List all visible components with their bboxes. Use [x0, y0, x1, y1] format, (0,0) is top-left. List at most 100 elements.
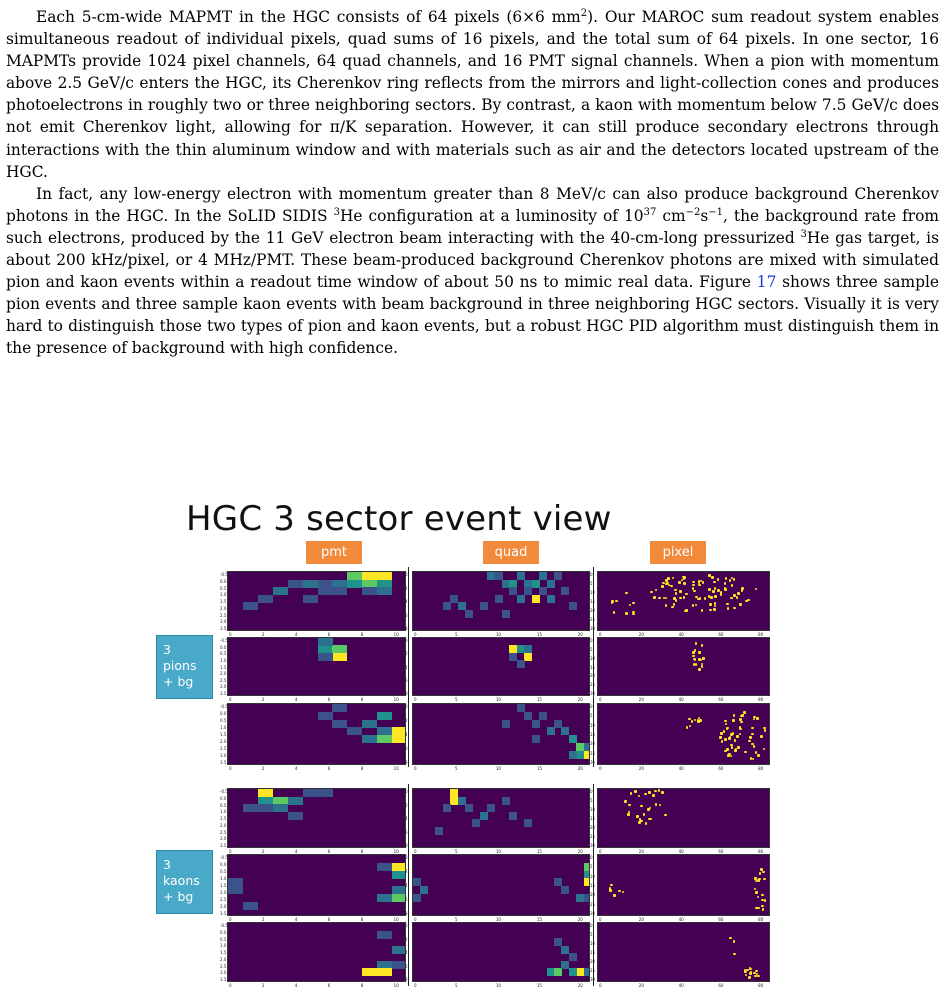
pixel-hit: [666, 581, 669, 585]
pixel-hit: [700, 662, 704, 666]
axis-tick-label: 2.5: [220, 677, 227, 683]
pixel-hit: [737, 746, 740, 749]
axis-tick-label: 0: [590, 789, 593, 794]
pixel-hit: [709, 603, 712, 606]
quad-cell: [509, 652, 518, 661]
y-axis-ticks: -0.5 0.0 0.5 1.0 1.5 2.0 2.5 3.0 3.5: [220, 572, 228, 632]
axis-tick-label: 4: [405, 731, 408, 737]
axis-tick-label: 3.5: [220, 759, 227, 765]
x-axis-ticks: 0 2 4 6 8 10: [229, 766, 408, 771]
quad-cell: [583, 870, 589, 879]
pixel-hit: [695, 595, 698, 599]
axis-tick-label: 3.0: [220, 619, 227, 625]
pixel-hit: [671, 576, 675, 580]
pixel-hit: [730, 576, 734, 580]
pixel-hit: [694, 642, 698, 645]
axis-tick-label: 4: [294, 632, 298, 637]
axis-tick-label: 2: [261, 983, 265, 988]
quad-cell: [531, 594, 540, 603]
axis-tick-label: 5: [590, 581, 593, 586]
pmt-cell: [317, 711, 333, 720]
pixel-hit: [627, 810, 631, 814]
pixel-hit: [636, 815, 639, 818]
pixel-hit: [625, 591, 628, 595]
pixel-hit: [658, 803, 662, 807]
axis-tick-label: 1.5: [220, 882, 227, 888]
quad-cell: [509, 579, 518, 588]
pixel-hit: [762, 747, 765, 751]
axis-tick-label: 15: [536, 917, 542, 922]
axis-tick-label: 15: [590, 950, 596, 955]
quad-cell: [583, 862, 589, 871]
axis-tick-label: 20: [638, 697, 644, 702]
pixel-hit: [685, 726, 689, 730]
axis-tick-label: 20: [590, 825, 596, 830]
pixel-hit: [693, 649, 697, 652]
pixel-hit: [683, 609, 687, 613]
axis-tick-label: 0: [229, 849, 232, 854]
axis-tick-label: 0.0: [220, 795, 227, 801]
axis-tick-label: 0: [590, 572, 593, 577]
axis-tick-label: 60: [718, 849, 724, 854]
pixel-hit: [729, 754, 733, 758]
axis-tick-label: 0: [414, 632, 417, 637]
pixel-hit: [741, 587, 744, 590]
body-text: Each 5-cm-wide MAPMT in the HGC consists…: [6, 6, 939, 360]
column-divider: [593, 567, 594, 767]
quad-cell: [546, 579, 555, 588]
axis-tick-label: 3.0: [220, 684, 227, 690]
figure-17-link[interactable]: 17: [756, 273, 777, 292]
pixel-hit: [634, 790, 637, 793]
pixel-hit: [625, 612, 628, 615]
pixel-hit: [725, 727, 729, 730]
axis-tick-label: 6: [405, 896, 408, 902]
pixel-hit: [700, 644, 704, 647]
pixel-hit: [726, 726, 730, 729]
pixel-hit: [701, 581, 705, 584]
pmt-cell: [377, 587, 393, 595]
x-axis-ticks: 0 2 4 6 8 10: [229, 983, 408, 988]
pixel-hit: [658, 596, 661, 600]
pixel-hit: [751, 726, 754, 730]
axis-tick-label: 0: [405, 638, 408, 643]
pixel-hit: [691, 604, 695, 607]
quad-cell: [502, 719, 510, 728]
pixel-hit: [700, 665, 704, 668]
heatmap-panel-pixel: [597, 571, 770, 631]
quad-cell: [479, 811, 488, 820]
pixel-hit: [692, 583, 695, 587]
quad-cell: [546, 727, 555, 736]
pixel-hit: [723, 587, 727, 590]
axis-tick-label: 20: [590, 608, 596, 613]
axis-tick-label: 60: [718, 983, 724, 988]
pmt-cell: [332, 704, 348, 712]
axis-tick-label: 20: [590, 892, 596, 898]
quad-cell: [457, 796, 466, 805]
axis-tick-label: 15: [590, 599, 596, 604]
quad-cell: [568, 968, 577, 976]
quad-cell: [516, 645, 525, 654]
pixel-hit: [694, 663, 698, 666]
axis-tick-label: 10: [495, 917, 501, 922]
pmt-cell: [332, 587, 348, 595]
pixel-hit: [752, 717, 756, 721]
pixel-hit: [732, 578, 736, 581]
pixel-hit: [754, 877, 757, 880]
axis-tick-label: 0: [414, 983, 417, 988]
quad-cell: [464, 609, 473, 618]
axis-tick-label: 2.5: [220, 963, 227, 969]
pixel-hit: [707, 595, 711, 598]
axis-tick-label: 0.5: [220, 717, 227, 723]
pmt-cell: [332, 652, 348, 661]
axis-tick-label: 0: [590, 855, 593, 860]
pixel-hit: [708, 574, 711, 577]
y-axis-ticks: 0 5 10 15 20 25 30: [590, 572, 597, 632]
axis-tick-label: 10: [393, 697, 399, 702]
pixel-hit: [751, 742, 754, 746]
pmt-cell: [392, 886, 405, 894]
pixel-hit: [698, 651, 701, 654]
pixel-hit: [682, 577, 686, 580]
axis-tick-label: 2.0: [220, 822, 227, 828]
quad-cell: [442, 602, 451, 610]
pixel-hit: [754, 751, 758, 754]
